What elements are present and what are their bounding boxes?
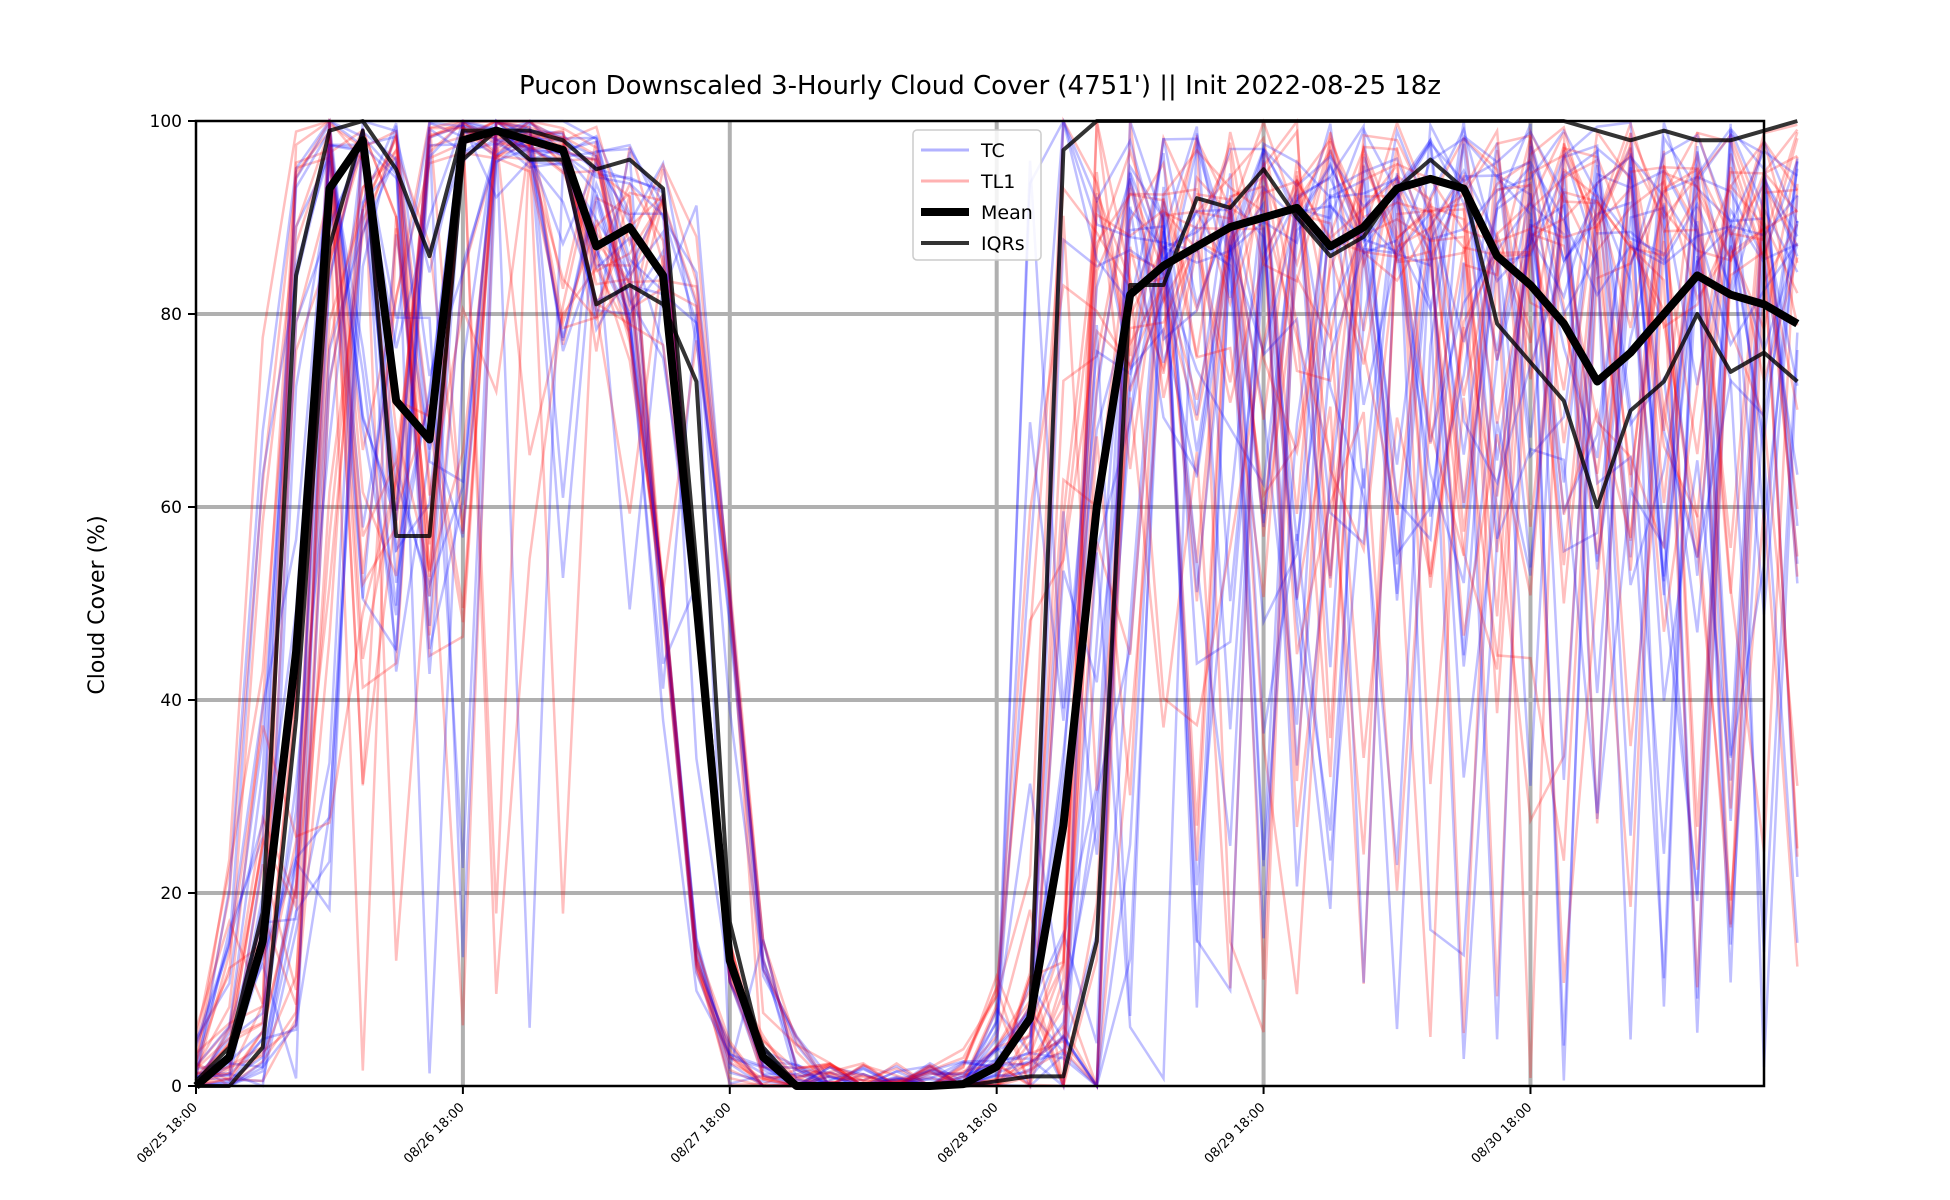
tc-member-line (194, 120, 1799, 1090)
legend: TC TL1 Mean IQRs (912, 129, 1042, 261)
x-tick-label: 08/30 18:00 (1469, 1100, 1536, 1167)
chart-title: Pucon Downscaled 3-Hourly Cloud Cover (4… (519, 71, 1441, 101)
plot-frame (194, 119, 1766, 1088)
gridlines (196, 121, 1764, 1086)
y-tick-label: 80 (160, 305, 182, 325)
legend-label: Mean (981, 202, 1033, 224)
y-tick-label: 60 (160, 498, 182, 518)
legend-label: IQRs (981, 233, 1025, 255)
x-axis-ticks: 08/25 18:00 08/26 18:00 08/27 18:00 08/28 1… (134, 1086, 1535, 1167)
y-tick-label: 40 (160, 691, 182, 711)
y-tick-label: 20 (160, 884, 182, 904)
y-axis-label: Cloud Cover (%) (85, 515, 110, 694)
x-tick-label: 08/27 18:00 (668, 1100, 735, 1167)
legend-box (912, 129, 1042, 261)
y-tick-label: 0 (171, 1077, 182, 1097)
tl1-member-line (194, 126, 1798, 1088)
tc-member-line (195, 121, 1799, 1088)
tc-member-line (196, 121, 1799, 1090)
y-tick-label: 100 (150, 112, 182, 132)
legend-label: TC (980, 140, 1005, 162)
tl1-member-line (195, 120, 1798, 1091)
tl1-member-line (194, 120, 1799, 1088)
x-tick-label: 08/26 18:00 (401, 1100, 468, 1167)
tl1-member-line (195, 121, 1799, 1088)
legend-label: TL1 (980, 171, 1015, 193)
x-tick-label: 08/25 18:00 (134, 1100, 201, 1167)
x-tick-label: 08/29 18:00 (1202, 1100, 1269, 1167)
y-axis-ticks: 0 20 40 60 80 100 (150, 112, 196, 1097)
x-tick-label: 08/28 18:00 (935, 1100, 1002, 1167)
tc-member-line (195, 119, 1799, 1089)
tc-member-line (196, 119, 1799, 1090)
tl1-member-line (194, 119, 1799, 1088)
tl1-member-line (195, 119, 1799, 1088)
tl1-member-line (194, 120, 1799, 1088)
mean-line (193, 126, 1800, 1090)
tc-member-line (194, 117, 1799, 1088)
tl1-member-line (195, 122, 1799, 1091)
